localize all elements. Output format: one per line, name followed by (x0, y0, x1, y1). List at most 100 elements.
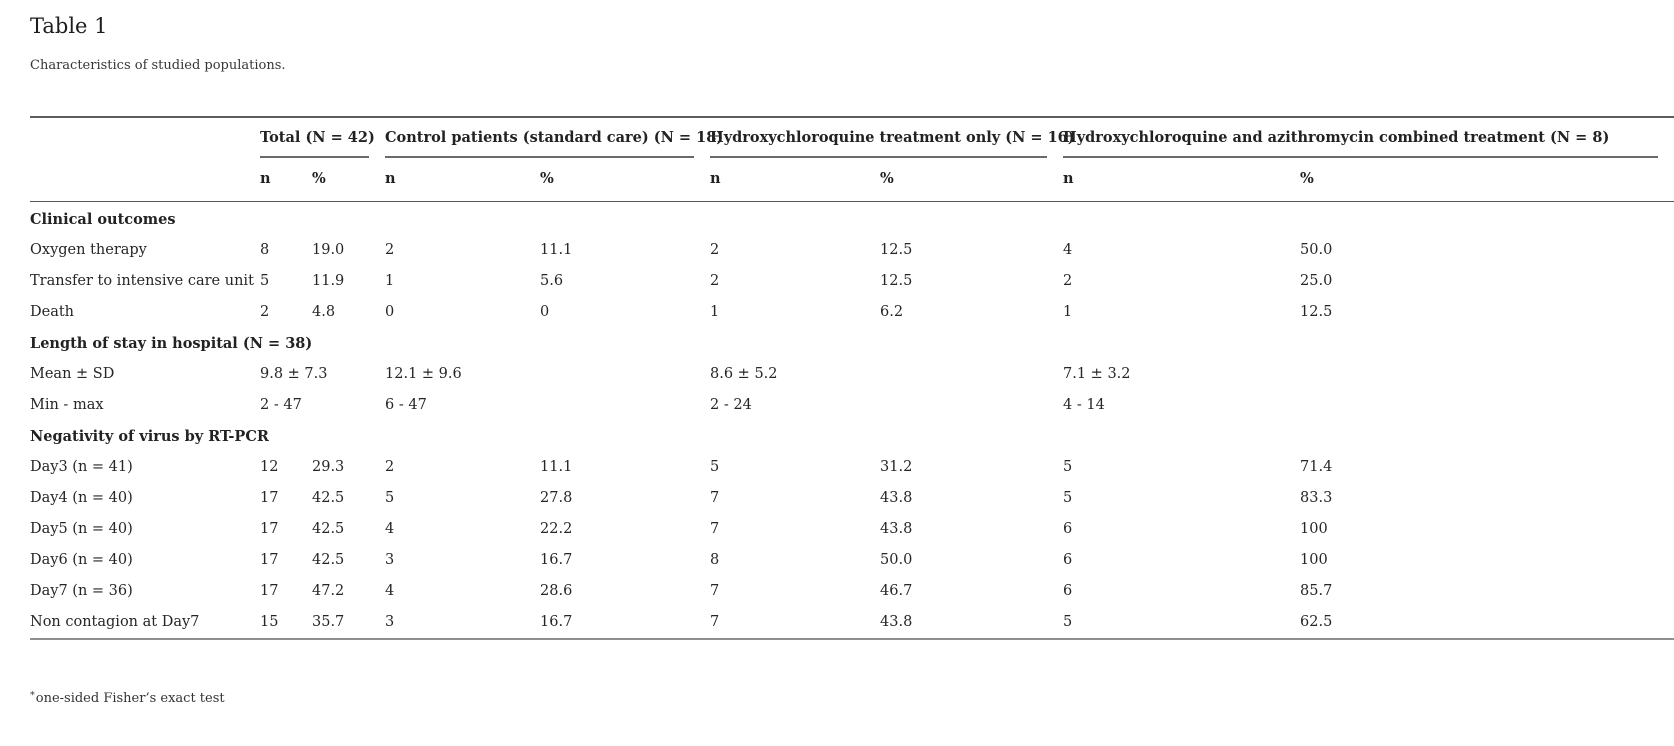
cell-value: 12.5 (880, 273, 913, 289)
table-row: Day5 (n = 40) 17 42.5 4 22.2 7 43.8 6 100 (30, 514, 1674, 545)
table-row: Oxygen therapy 8 19.0 2 11.1 2 12.5 4 50.0 (30, 235, 1674, 266)
cell-value: 7 (710, 583, 720, 599)
cell-value: 7 (710, 607, 881, 640)
cell-value: 2 (385, 242, 395, 258)
section-label: Length of stay in hospital (N = 38) (30, 335, 313, 352)
row-label-stub (30, 116, 260, 158)
section-row: Clinical outcomes (30, 202, 1674, 236)
cell-value: 50.0 (1300, 242, 1333, 258)
row-label: Mean ± SD (30, 366, 115, 382)
cell-value: 16.7 (540, 607, 711, 640)
cell-value: 12 (260, 459, 279, 475)
row-label: Day5 (n = 40) (30, 521, 133, 537)
row-label: Day3 (n = 41) (30, 459, 133, 475)
cell-value: 2 (710, 242, 720, 258)
cell-value: 2 (260, 304, 270, 320)
cell-value: 83.3 (1300, 490, 1333, 506)
cell-value: 1 (1063, 304, 1073, 320)
footnote-asterisk: * (30, 690, 35, 701)
row-label: Death (30, 304, 75, 320)
cell-value: 2 (710, 273, 720, 289)
cell-value: 2 - 47 (260, 397, 302, 413)
cell-value: 15 (260, 607, 312, 640)
table-footnote: *one-sided Fisher’s exact test (30, 690, 1674, 706)
cell-value: 6 (1063, 583, 1073, 599)
cell-value: 5 (260, 273, 270, 289)
cell-value: 43.8 (880, 521, 913, 537)
cell-value: 46.7 (880, 583, 913, 599)
cell-value: 85.7 (1300, 583, 1333, 599)
group-header-row: Total (N = 42) Control patients (standar… (30, 116, 1674, 159)
cell-value: 5 (1063, 607, 1301, 640)
cell-value: 8.6 ± 5.2 (710, 366, 778, 382)
cell-value: 25.0 (1300, 273, 1333, 289)
cell-value: 7 (710, 521, 720, 537)
cell-value: 12.5 (880, 242, 913, 258)
row-label: Day6 (n = 40) (30, 552, 133, 568)
row-label-stub (30, 158, 260, 202)
table-row: Death 2 4.8 0 0 1 6.2 1 12.5 (30, 297, 1674, 328)
group-header-total: Total (N = 42) (260, 116, 386, 159)
cell-value: 8 (260, 242, 270, 258)
cell-value: 8 (710, 552, 720, 568)
cell-value: 43.8 (880, 490, 913, 506)
cell-value: 29.3 (312, 459, 345, 475)
table-row: Day3 (n = 41) 12 29.3 2 11.1 5 31.2 5 71.4 (30, 452, 1674, 483)
cell-value: 50.0 (880, 552, 913, 568)
group-header-hcq-only: Hydroxychloroquine treatment only (N = 1… (710, 116, 1075, 159)
subheader-pct: % (1300, 158, 1674, 202)
row-label: Transfer to intensive care unit (30, 273, 254, 289)
cell-value: 1 (710, 304, 720, 320)
cell-value: 17 (260, 583, 279, 599)
table-body: Clinical outcomes Oxygen therapy 8 19.0 2 11.… (30, 202, 1674, 640)
cell-value: 5 (385, 490, 395, 506)
cell-value: 47.2 (312, 583, 345, 599)
subheader-pct: % (312, 158, 386, 202)
subheader-n: n (1063, 158, 1301, 202)
cell-value: 12.1 ± 9.6 (385, 366, 462, 382)
cell-value: 100 (1300, 521, 1328, 537)
cell-value: 17 (260, 552, 279, 568)
row-label: Day7 (n = 36) (30, 583, 133, 599)
cell-value: 6 (1063, 552, 1073, 568)
cell-value: 9.8 ± 7.3 (260, 366, 328, 382)
subheader-pct: % (540, 158, 711, 202)
table-row: Day6 (n = 40) 17 42.5 3 16.7 8 50.0 6 100 (30, 545, 1674, 576)
table-row: Day7 (n = 36) 17 47.2 4 28.6 7 46.7 6 85.7 (30, 576, 1674, 607)
cell-value: 5 (710, 459, 720, 475)
cell-value: 7.1 ± 3.2 (1063, 366, 1131, 382)
row-label: Min - max (30, 397, 104, 413)
table-row: Non contagion at Day7 15 35.7 3 16.7 7 43.8 5 62… (30, 607, 1674, 640)
cell-value: 2 (385, 459, 395, 475)
cell-value: 4 - 14 (1063, 397, 1105, 413)
cell-value: 6 (1063, 521, 1073, 537)
cell-value: 17 (260, 490, 279, 506)
cell-value: 6.2 (880, 304, 904, 320)
cell-value: 7 (710, 490, 720, 506)
cell-value: 27.8 (540, 490, 573, 506)
cell-value: 0 (385, 304, 395, 320)
row-label: Non contagion at Day7 (30, 607, 260, 640)
cell-value: 42.5 (312, 490, 345, 506)
table-caption: Characteristics of studied populations. (30, 58, 286, 73)
cell-value: 0 (540, 304, 550, 320)
cell-value: 19.0 (312, 242, 345, 258)
subheader-row: n % n % n % n % (30, 158, 1674, 202)
subheader-n: n (260, 158, 312, 202)
section-label: Clinical outcomes (30, 211, 176, 228)
section-label: Negativity of virus by RT-PCR (30, 428, 269, 445)
cell-value: 71.4 (1300, 459, 1333, 475)
cell-value: 42.5 (312, 552, 345, 568)
subheader-pct: % (880, 158, 1064, 202)
cell-value: 12.5 (1300, 304, 1333, 320)
cell-value: 2 (1063, 273, 1073, 289)
table-row: Day4 (n = 40) 17 42.5 5 27.8 7 43.8 5 83.3 (30, 483, 1674, 514)
cell-value: 42.5 (312, 521, 345, 537)
table-row: Transfer to intensive care unit 5 11.9 1 5.6… (30, 266, 1674, 297)
cell-value: 5.6 (540, 273, 564, 289)
table-title: Table 1 (30, 14, 108, 38)
cell-value: 31.2 (880, 459, 913, 475)
cell-value: 1 (385, 273, 395, 289)
group-header-control: Control patients (standard care) (N = 18… (385, 116, 723, 159)
cell-value: 62.5 (1300, 607, 1674, 640)
